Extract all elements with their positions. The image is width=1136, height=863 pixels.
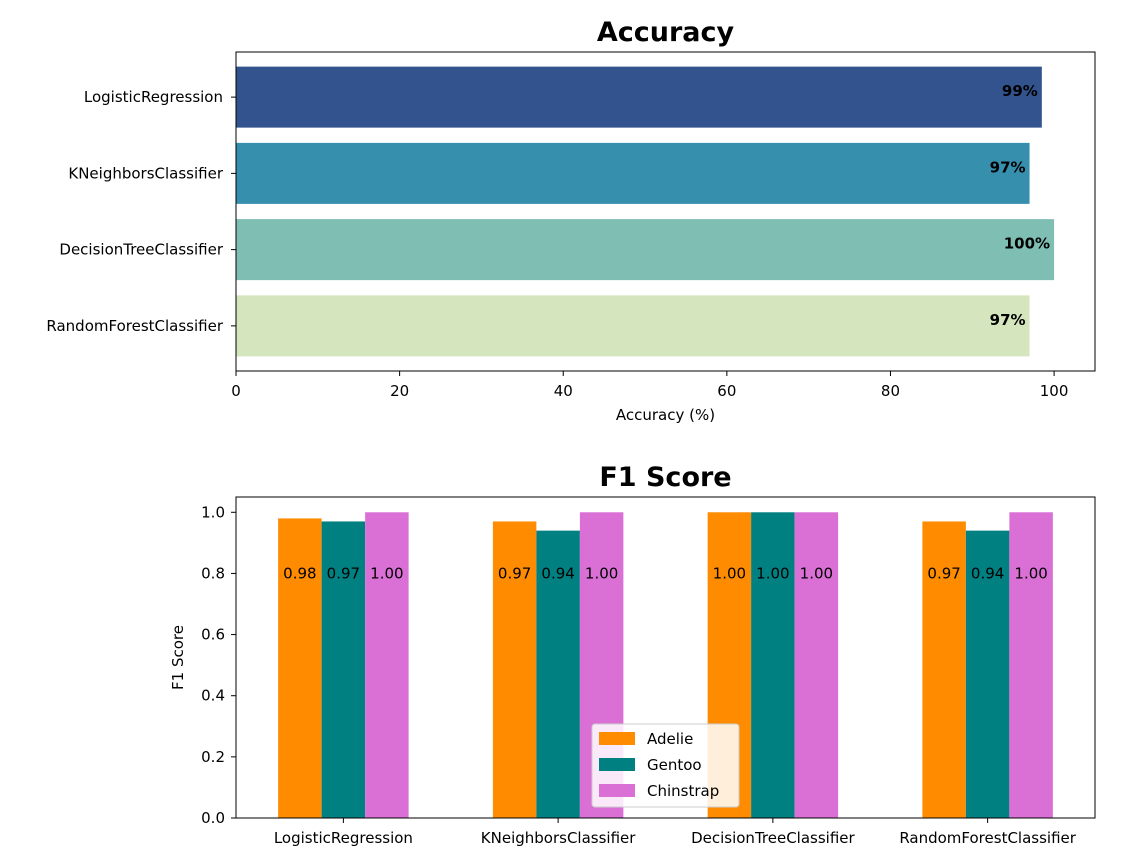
f1-bar-gentoo-decision-tree-classifier [751,512,795,818]
accuracy-x-tick-label: 20 [390,382,409,400]
f1-y-tick-label: 0.2 [201,748,225,766]
f1-score-y-axis-label: F1 Score [169,625,187,690]
accuracy-x-tick-label: 0 [231,382,241,400]
f1-value-label-gentoo-random-forest-classifier: 0.94 [971,564,1004,582]
accuracy-chart-title: Accuracy [597,17,735,48]
f1-bar-gentoo-kneighbors-classifier [536,530,580,818]
f1-y-tick-label: 1.0 [201,503,225,521]
accuracy-value-label-kneighbors-classifier: 97% [990,158,1026,176]
f1-bar-gentoo-random-forest-classifier [965,530,1010,818]
accuracy-y-tick-label-logistic-regression: LogisticRegression [84,88,223,106]
f1-bar-adelie-logistic-regression [278,518,322,818]
f1-value-label-adelie-decision-tree-classifier: 1.00 [713,564,746,582]
accuracy-y-tick-label-kneighbors-classifier: KNeighborsClassifier [68,164,223,182]
f1-value-label-chinstrap-logistic-regression: 1.00 [370,564,403,582]
f1-score-x-axis: LogisticRegression KNeighborsClassifier De… [274,818,1077,847]
f1-value-label-gentoo-decision-tree-classifier: 1.00 [756,564,789,582]
f1-score-chart: F1 Score 0.98 0.97 1.00 0.97 0.94 1.00 1.00 1.0… [169,462,1096,847]
f1-value-label-gentoo-logistic-regression: 0.97 [327,564,360,582]
f1-value-label-adelie-random-forest-classifier: 0.97 [927,564,960,582]
f1-score-chart-title: F1 Score [599,462,731,493]
f1-value-label-adelie-kneighbors-classifier: 0.97 [498,564,531,582]
accuracy-value-label-decision-tree-classifier: 100% [1004,235,1050,253]
f1-value-label-chinstrap-kneighbors-classifier: 1.00 [585,564,618,582]
f1-x-tick-label-decision-tree-classifier: DecisionTreeClassifier [691,829,855,847]
f1-score-plot-frame [235,496,1096,819]
f1-y-tick-label: 0.4 [201,687,225,705]
f1-y-tick-label: 0.0 [201,809,225,827]
accuracy-value-label-logistic-regression: 99% [1002,82,1038,100]
f1-score-legend: Adelie Gentoo Chinstrap [591,723,740,808]
accuracy-x-tick-label: 60 [717,382,736,400]
accuracy-x-axis-label: Accuracy (%) [616,406,715,424]
accuracy-bar-logistic-regression [236,66,1042,128]
accuracy-y-tick-label-decision-tree-classifier: DecisionTreeClassifier [59,241,223,259]
f1-bar-chinstrap-logistic-regression [365,512,409,818]
f1-value-label-chinstrap-decision-tree-classifier: 1.00 [800,564,833,582]
f1-bar-adelie-random-forest-classifier [922,521,966,818]
accuracy-bar-random-forest-classifier [236,295,1030,357]
f1-x-tick-label-logistic-regression: LogisticRegression [274,829,413,847]
f1-bar-gentoo-logistic-regression [321,521,366,818]
legend-label-gentoo: Gentoo [647,756,702,774]
accuracy-bars: 99% 97% 100% 97% [236,66,1055,357]
f1-bar-chinstrap-random-forest-classifier [1009,512,1053,818]
accuracy-bar-decision-tree-classifier [236,219,1055,281]
f1-y-tick-label: 0.6 [201,626,225,644]
f1-value-label-adelie-logistic-regression: 0.98 [283,564,316,582]
accuracy-x-tick-label: 80 [881,382,900,400]
legend-label-chinstrap: Chinstrap [647,782,719,800]
f1-value-label-chinstrap-random-forest-classifier: 1.00 [1014,564,1047,582]
f1-bar-chinstrap-decision-tree-classifier [794,512,839,818]
accuracy-y-axis: LogisticRegression KNeighborsClassifier De… [46,88,236,335]
accuracy-x-tick-label: 40 [554,382,573,400]
f1-value-label-gentoo-kneighbors-classifier: 0.94 [541,564,574,582]
accuracy-chart: Accuracy 99% 97% 100% 97% LogisticRegressio… [46,17,1096,424]
f1-bar-adelie-kneighbors-classifier [492,521,537,818]
legend-swatch-chinstrap [599,784,635,797]
accuracy-bar-kneighbors-classifier [236,142,1030,204]
legend-label-adelie: Adelie [647,730,693,748]
accuracy-x-tick-label: 100 [1040,382,1069,400]
accuracy-y-tick-label-random-forest-classifier: RandomForestClassifier [46,317,223,335]
legend-swatch-adelie [599,732,635,745]
accuracy-plot-frame [235,51,1096,372]
f1-y-tick-label: 0.8 [201,564,225,582]
accuracy-x-axis: 0 20 40 60 80 100 [231,371,1068,400]
f1-score-y-axis: 0.0 0.2 0.4 0.6 0.8 1.0 [201,503,236,827]
f1-x-tick-label-random-forest-classifier: RandomForestClassifier [899,829,1076,847]
f1-score-bars: 0.98 0.97 1.00 0.97 0.94 1.00 1.00 1.00 1.00 0.97… [278,512,1053,818]
f1-x-tick-label-kneighbors-classifier: KNeighborsClassifier [481,829,636,847]
accuracy-value-label-random-forest-classifier: 97% [990,311,1026,329]
legend-swatch-gentoo [599,758,635,771]
